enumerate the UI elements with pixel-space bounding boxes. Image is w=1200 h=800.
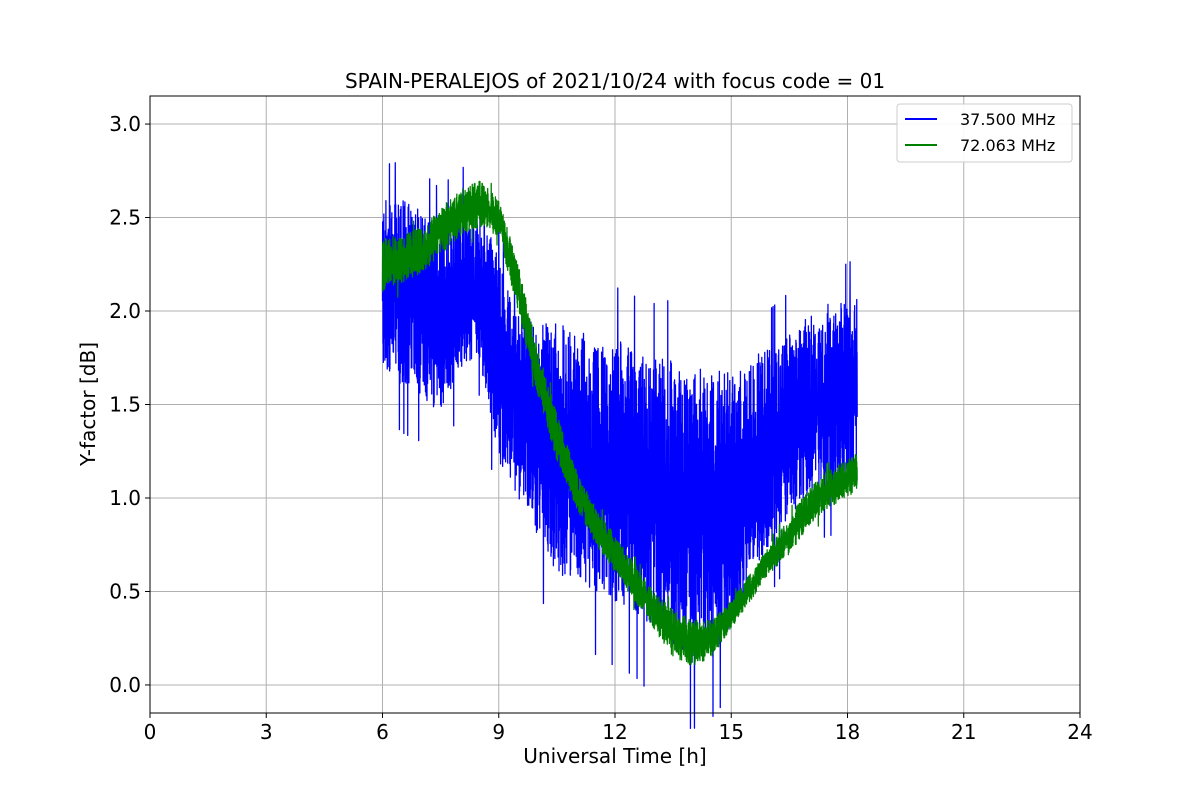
y-tick-label: 1.5 [109,393,141,417]
x-axis-label: Universal Time [h] [523,744,706,768]
x-tick-label: 0 [144,720,157,744]
y-tick-label: 1.0 [109,486,141,510]
legend: 37.500 MHz 72.063 MHz [896,103,1073,163]
x-tick-label: 15 [719,720,744,744]
series-line-1 [381,162,858,730]
chart-title: SPAIN-PERALEJOS of 2021/10/24 with focus… [345,69,885,93]
legend-label-series-2: 72.063 MHz [960,136,1055,155]
y-tick-label: 2.5 [109,206,141,230]
x-tick-label: 12 [602,720,627,744]
plot-data [381,162,858,730]
y-tick-label: 2.0 [109,299,141,323]
x-tick-label: 9 [492,720,505,744]
x-tick-label: 6 [376,720,389,744]
y-tick-label: 0.0 [109,673,141,697]
y-axis-label: Y-factor [dB] [76,342,100,467]
series-line-2 [381,180,858,666]
x-tick-label: 18 [835,720,860,744]
y-tick-label: 0.5 [109,579,141,603]
legend-label-series-1: 37.500 MHz [960,110,1055,129]
x-tick-label: 24 [1067,720,1092,744]
axis-ticks: 0 3 6 9 12 15 18 21 24 0.0 0.5 1.0 1.5 2.0 2.5 3.0 [109,112,1093,744]
x-tick-label: 3 [260,720,273,744]
y-tick-label: 3.0 [109,112,141,136]
legend-box [896,103,1073,163]
x-tick-label: 21 [951,720,976,744]
